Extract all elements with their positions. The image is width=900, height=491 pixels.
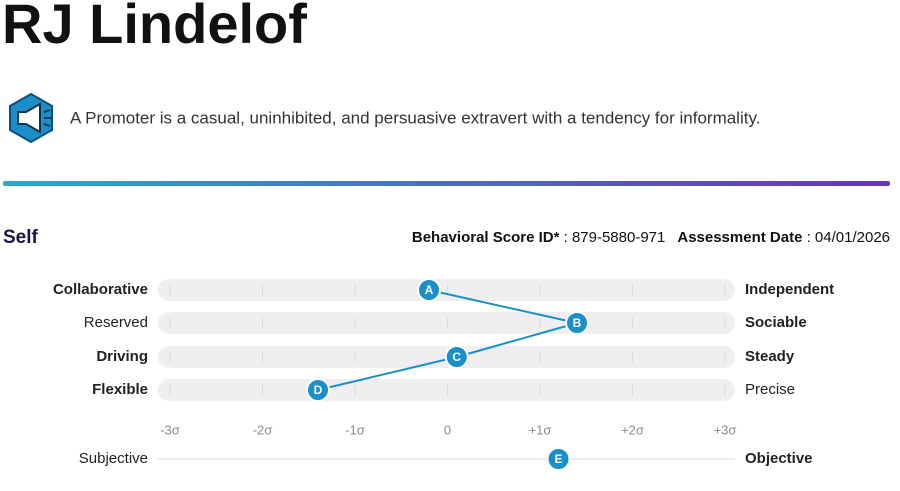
right-label: Precise	[745, 381, 795, 398]
left-label: Flexible	[92, 381, 148, 398]
point-letter: B	[573, 316, 582, 330]
point-letter: D	[314, 383, 323, 397]
left-label: Subjective	[79, 450, 148, 467]
x-tick-label: +1σ	[529, 422, 552, 437]
point	[306, 378, 330, 402]
x-tick-label: -2σ	[253, 422, 273, 437]
section-title: Self	[3, 227, 39, 248]
x-tick-label: +3σ	[714, 422, 737, 437]
right-label: Steady	[745, 348, 795, 365]
x-tick-label: 0	[444, 422, 451, 437]
point-letter: A	[425, 283, 434, 297]
profile-line	[317, 289, 578, 391]
promoter-icon	[9, 92, 53, 144]
person-name: RJ Lindelof	[2, 0, 307, 55]
track	[158, 312, 735, 334]
divider	[3, 181, 890, 186]
score-label: Behavioral Score ID*	[412, 229, 560, 246]
meta: Behavioral Score ID* : 879-5880-971 Asses…	[412, 229, 890, 246]
track	[158, 279, 735, 301]
left-label: Collaborative	[53, 281, 148, 298]
right-label: Independent	[745, 281, 834, 298]
track	[158, 379, 735, 401]
description: A Promoter is a casual, uninhibited, and…	[70, 108, 760, 127]
x-tick-label: -1σ	[345, 422, 365, 437]
point-letter: E	[554, 452, 562, 466]
point	[444, 345, 469, 369]
point-letter: C	[452, 350, 461, 364]
left-label: Reserved	[84, 314, 148, 331]
x-tick-label: -3σ	[160, 422, 180, 437]
date-label: Assessment Date	[677, 229, 802, 246]
right-label: Sociable	[745, 314, 807, 331]
x-tick-label: +2σ	[621, 422, 644, 437]
date-value: : 04/01/2026	[802, 229, 890, 246]
point	[417, 278, 441, 302]
left-label: Driving	[96, 348, 148, 365]
point	[565, 311, 589, 335]
score-value: : 879-5880-971	[559, 229, 665, 246]
point	[546, 447, 571, 471]
right-label: Objective	[745, 450, 813, 467]
